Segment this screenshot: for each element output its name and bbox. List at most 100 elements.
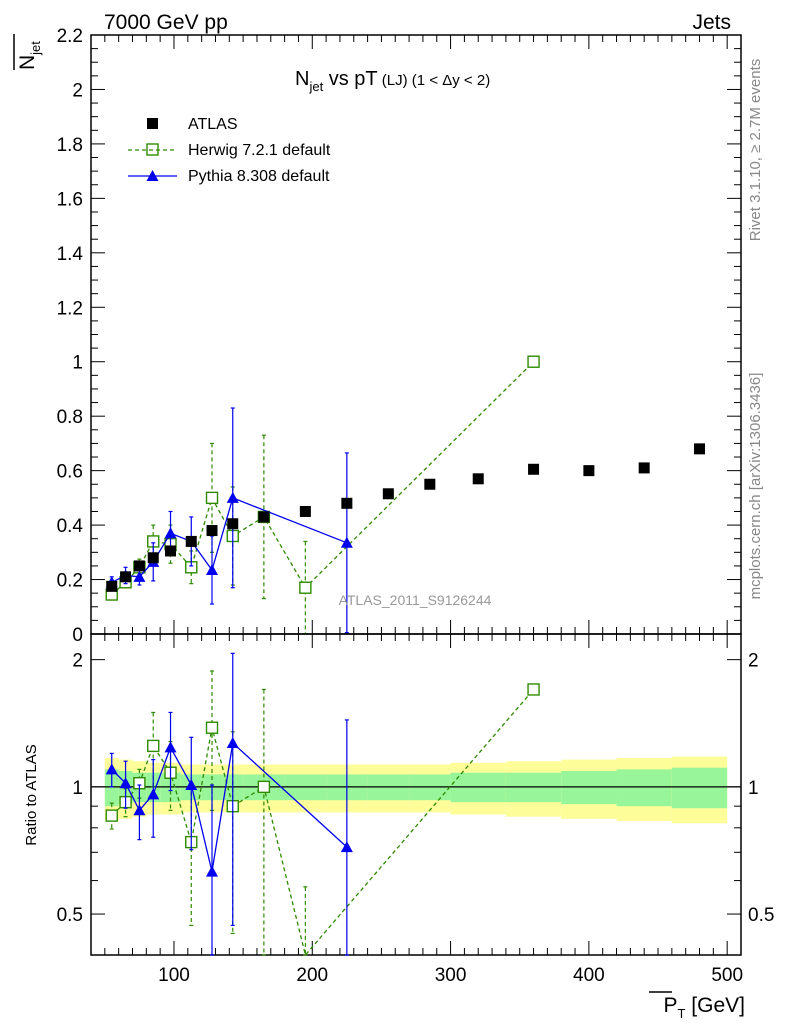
top-atlas-point: [133, 560, 145, 572]
x-axis-label-subscript: T: [678, 1006, 686, 1021]
mcplots-label: mcplots.cern.ch [arXiv:1306.3436]: [747, 373, 764, 600]
ratio-band-inner: [561, 771, 617, 805]
top-atlas-point: [472, 473, 484, 485]
ratio-pythia-point: [133, 804, 146, 816]
top-y-axis-label: Njet: [13, 34, 43, 70]
y-tick-label: 1.6: [57, 189, 83, 210]
top-atlas-point: [583, 465, 595, 477]
y-tick-label: 0.4: [57, 516, 84, 537]
title-rest: vs pT: [323, 68, 377, 90]
y-tick-label: 1.8: [57, 135, 83, 156]
y-axis-label-text: Njet: [16, 41, 43, 70]
ratio-pythia-point: [164, 741, 177, 753]
x-axis-label-main: P: [664, 994, 678, 1017]
x-axis-label-text: PT [GeV]: [664, 994, 746, 1021]
top-panel-ticks: 0 0.2 0.4 0.6 0.8 1 1.2 1.4 1.6 1.8 2 2.2: [57, 26, 741, 646]
legend-atlas-marker: [147, 118, 158, 129]
title-subscript: jet: [308, 79, 323, 94]
ratio-panel-ticks: 100 200 300 400 500 0.5 0.5 1 1 2 2: [57, 634, 774, 986]
title-main: N: [295, 68, 309, 90]
y-tick-label: 2.2: [57, 26, 83, 47]
ratio-pythia-point: [185, 779, 198, 791]
header-energy-label: 7000 GeV pp: [104, 11, 228, 34]
legend-herwig-label: Herwig 7.2.1 default: [188, 142, 331, 159]
ratio-pythia-point: [119, 777, 132, 789]
top-herwig-point: [205, 491, 219, 505]
y-tick-label: 1.2: [57, 298, 83, 319]
top-herwig-line: [111, 361, 535, 595]
x-tick-label: 400: [573, 965, 605, 986]
top-atlas-point: [227, 518, 239, 530]
ratio-pythia-point: [340, 841, 353, 853]
ratio-band-inner: [616, 769, 672, 807]
ratio-y-tick-label: 1: [72, 778, 83, 799]
legend-pythia-marker: [146, 170, 159, 181]
y-tick-label: 0.2: [57, 571, 83, 592]
ratio-y-axis-label: Ratio to ATLAS: [23, 744, 40, 845]
x-tick-label: 200: [296, 965, 328, 986]
ratio-panel-frame: [90, 633, 742, 956]
legend-atlas-label: ATLAS: [188, 116, 238, 133]
top-atlas-point: [165, 545, 177, 557]
top-pythia-point: [206, 564, 219, 576]
y-tick-label: 1.4: [57, 244, 84, 265]
header-process-label: Jets: [692, 11, 731, 34]
ratio-y-tick-label-right: 0.5: [748, 905, 774, 926]
ratio-pythia-point: [206, 865, 219, 877]
top-atlas-point: [147, 552, 159, 564]
rivet-version-label: Rivet 3.1.10, ≥ 2.7M events: [747, 59, 764, 242]
top-atlas-point: [258, 511, 270, 523]
y-axis-label-main: N: [16, 55, 39, 70]
top-atlas-point: [528, 463, 540, 475]
ratio-herwig-point: [205, 721, 219, 734]
x-tick-label: 100: [158, 965, 190, 986]
legend-pythia-label: Pythia 8.308 default: [188, 168, 330, 185]
ratio-panel-series: [105, 652, 540, 957]
top-atlas-point: [638, 462, 650, 474]
ratio-y-tick-label-right: 1: [748, 778, 759, 799]
ratio-herwig-point: [105, 809, 118, 822]
top-panel-series: [105, 355, 706, 635]
top-atlas-point: [185, 535, 197, 547]
ratio-y-tick-label-right: 2: [748, 651, 759, 672]
title-small: (LJ) (1 < Δy < 2): [378, 72, 491, 89]
x-axis-label: PT [GeV]: [649, 991, 746, 1021]
top-atlas-point: [382, 488, 394, 500]
ratio-band-inner: [671, 767, 728, 809]
top-atlas-point: [341, 497, 353, 509]
analysis-watermark: ATLAS_2011_S9126244: [339, 592, 492, 608]
y-tick-label: 1: [72, 353, 83, 374]
ratio-herwig-line: [111, 689, 535, 957]
top-pythia-point: [226, 491, 239, 503]
top-atlas-point: [424, 478, 436, 490]
y-tick-label: 2: [72, 80, 83, 101]
ratio-pythia-point: [147, 788, 160, 800]
ratio-band-inner: [104, 769, 119, 807]
top-pythia-point: [133, 570, 146, 582]
legend: ATLAS Herwig 7.2.1 default Pythia 8.308 …: [128, 116, 331, 185]
ratio-herwig-point: [147, 739, 160, 753]
top-atlas-point: [694, 443, 706, 455]
top-atlas-point: [206, 525, 218, 537]
y-axis-label-subscript: jet: [28, 41, 43, 56]
ratio-y-tick-label: 0.5: [57, 905, 83, 926]
top-herwig-point: [527, 355, 540, 368]
ratio-pythia-point: [226, 736, 239, 748]
top-pythia-point: [164, 527, 177, 539]
top-atlas-point: [120, 571, 132, 583]
ratio-pythia-point: [105, 763, 118, 775]
ratio-herwig-point: [257, 780, 271, 794]
x-tick-label: 500: [711, 965, 743, 986]
y-tick-label: 0.6: [57, 462, 83, 483]
ratio-herwig-point: [527, 683, 540, 696]
top-pythia-point: [340, 536, 353, 548]
x-axis-label-unit: [GeV]: [685, 994, 745, 1017]
y-tick-label: 0: [72, 625, 83, 646]
legend-herwig-marker: [146, 143, 159, 156]
top-herwig-point: [299, 581, 312, 594]
x-tick-label: 300: [435, 965, 467, 986]
y-tick-label: 0.8: [57, 407, 83, 428]
ratio-panel-border: [90, 633, 742, 956]
top-atlas-point: [299, 505, 311, 517]
